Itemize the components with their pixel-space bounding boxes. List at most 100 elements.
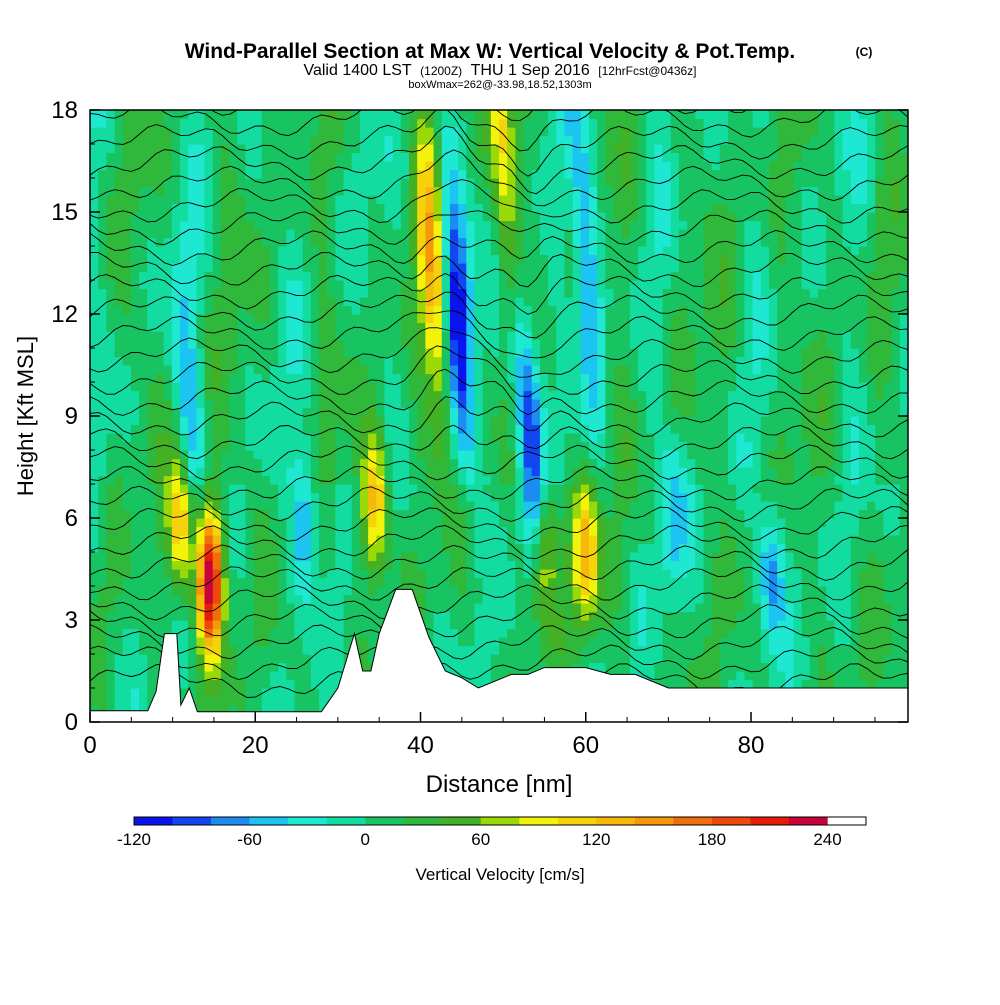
velocity-cell [687,450,696,460]
velocity-cell [433,509,443,519]
velocity-cell [269,603,279,613]
velocity-cell [319,654,328,664]
velocity-cell [188,314,197,324]
velocity-cell [139,365,148,375]
velocity-cell [564,569,574,579]
velocity-cell [768,416,778,426]
velocity-cell [474,492,484,502]
velocity-cell [703,441,713,451]
velocity-cell [286,484,296,494]
velocity-cell [122,475,132,485]
velocity-cell [376,535,386,545]
velocity-cell [212,348,222,358]
velocity-cell [662,322,672,332]
velocity-cell [711,620,721,630]
velocity-cell [818,560,827,570]
velocity-cell [507,484,516,494]
velocity-cell [98,416,107,426]
velocity-cell [139,297,148,307]
velocity-cell [114,637,124,647]
velocity-cell [670,450,680,460]
velocity-cell [687,654,696,664]
velocity-cell [515,458,525,468]
velocity-cell [253,518,263,528]
velocity-cell [261,620,271,630]
velocity-cell [793,382,803,392]
velocity-cell [695,543,705,553]
velocity-cell [670,424,680,434]
velocity-cell [474,654,484,664]
velocity-cell [310,654,320,664]
velocity-cell [163,543,173,553]
velocity-cell [548,356,557,366]
velocity-cell [212,552,222,562]
velocity-cell [400,305,410,315]
velocity-cell [384,424,394,434]
velocity-cell [466,645,476,655]
velocity-cell [588,560,598,570]
velocity-cell [728,577,737,587]
velocity-cell [719,586,729,596]
velocity-cell [302,671,312,681]
velocity-cell [196,314,206,324]
velocity-cell [531,654,541,664]
velocity-cell [245,577,255,587]
velocity-cell [588,620,598,630]
velocity-cell [736,416,745,426]
velocity-cell [400,577,410,587]
velocity-cell [875,501,885,511]
velocity-cell [736,577,745,587]
velocity-cell [499,594,508,604]
velocity-cell [515,637,525,647]
velocity-cell [515,560,525,570]
velocity-cell [392,475,402,485]
velocity-cell [441,407,451,417]
velocity-cell [204,535,214,545]
velocity-cell [229,458,238,468]
velocity-cell [580,399,590,409]
velocity-cell [343,535,353,545]
velocity-cell [842,620,852,630]
velocity-cell [580,552,590,562]
velocity-cell [122,645,132,655]
velocity-cell [204,424,214,434]
velocity-cell [319,620,328,630]
velocity-cell [752,475,762,485]
velocity-cell [801,577,811,587]
velocity-cell [196,501,206,511]
velocity-cell [433,645,443,655]
velocity-cell [703,382,713,392]
velocity-cell [425,467,435,477]
velocity-cell [441,348,451,358]
velocity-cell [286,475,296,485]
velocity-cell [850,433,860,443]
velocity-cell [417,535,426,545]
velocity-cell [654,526,664,536]
velocity-cell [139,373,148,383]
velocity-cell [875,339,885,349]
velocity-cell [867,628,876,638]
velocity-cell [654,373,664,383]
velocity-cell [621,577,631,587]
velocity-cell [515,501,525,511]
velocity-cell [719,662,729,672]
velocity-cell [98,297,107,307]
velocity-cell [883,433,893,443]
velocity-cell [335,382,345,392]
velocity-cell [147,577,157,587]
velocity-cell [433,484,443,494]
velocity-cell [539,569,549,579]
velocity-cell [286,407,296,417]
velocity-cell [621,433,631,443]
velocity-cell [310,628,320,638]
velocity-cell [114,671,124,681]
velocity-cell [359,424,369,434]
velocity-cell [785,577,795,587]
velocity-cell [147,560,157,570]
velocity-cell [179,552,189,562]
velocity-cell [441,467,451,477]
velocity-cell [343,543,353,553]
velocity-cell [719,620,729,630]
velocity-cell [768,662,778,672]
velocity-cell [531,382,541,392]
